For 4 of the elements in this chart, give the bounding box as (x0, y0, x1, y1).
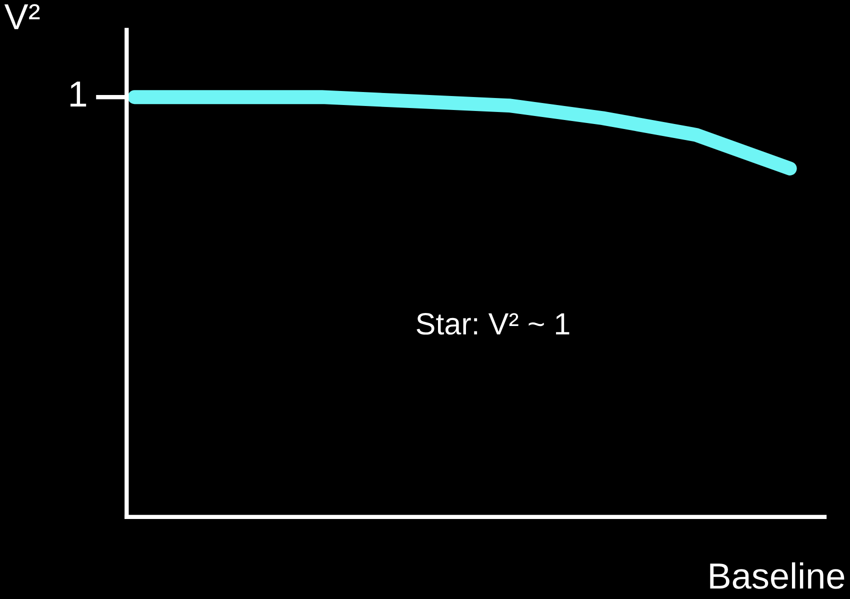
y-axis-title: V² (4, 4, 40, 30)
annotation: Star: V² ~ 1 (416, 313, 570, 335)
x-axis-title: Baseline (710, 562, 844, 589)
text: 1 (70, 82, 86, 106)
